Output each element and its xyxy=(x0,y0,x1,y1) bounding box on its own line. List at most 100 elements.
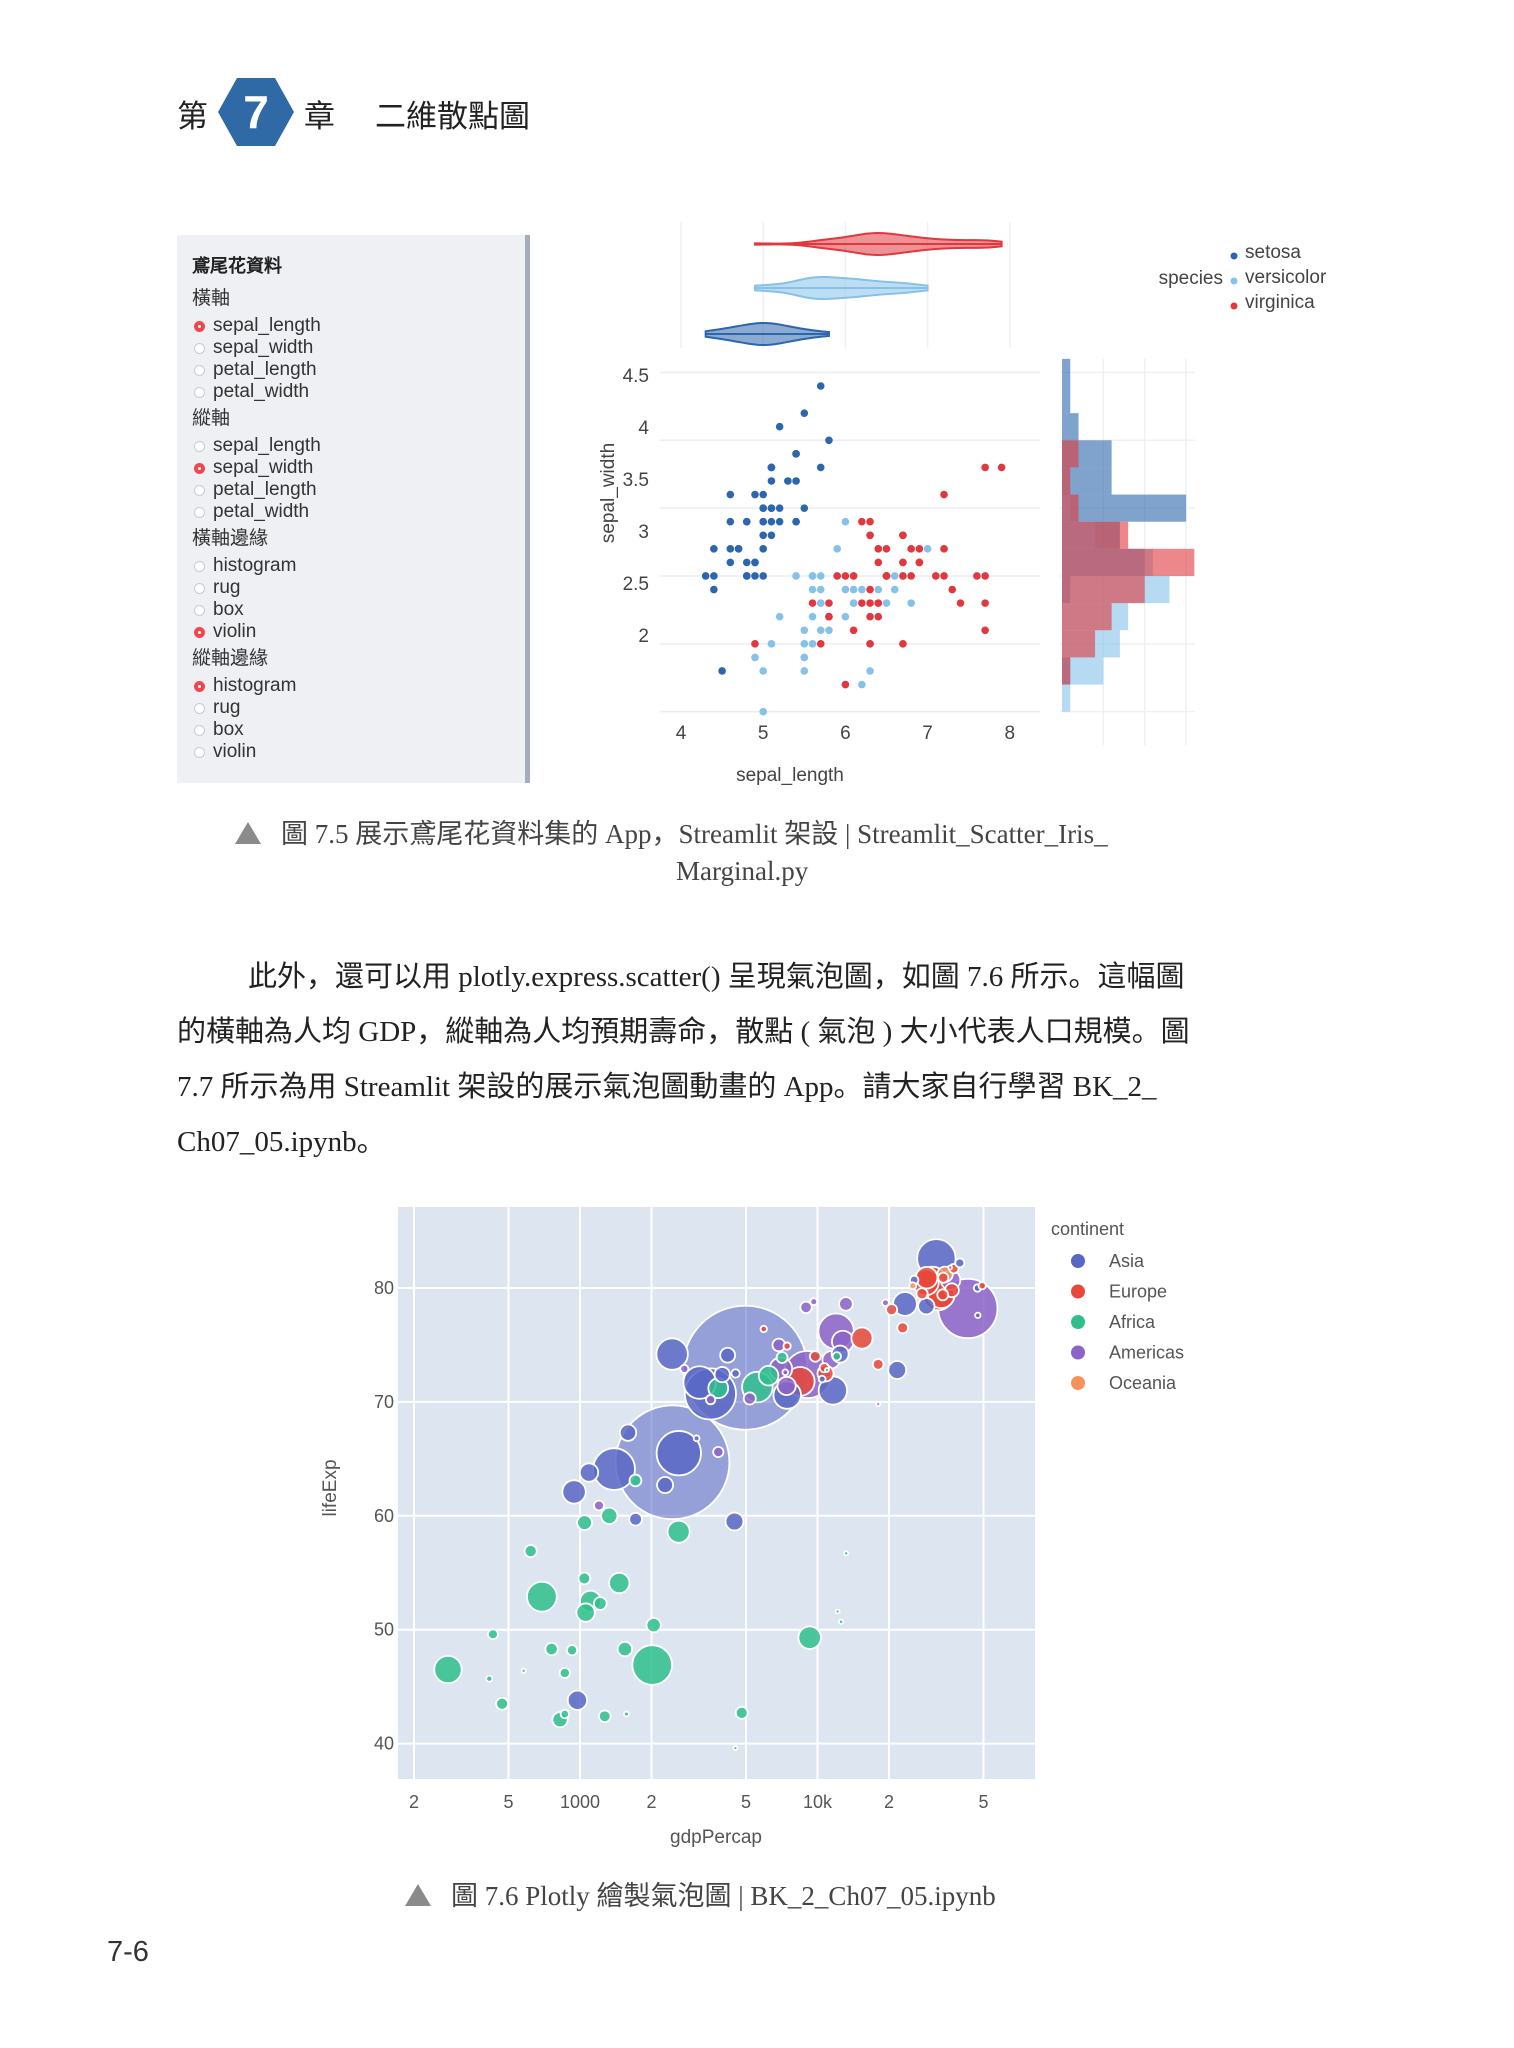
point-versicolor xyxy=(866,667,874,675)
panel-title: 鳶尾花資料 xyxy=(192,256,282,276)
paragraph-line: Ch07_05.ipynb。 xyxy=(177,1126,386,1158)
point-virginica xyxy=(899,572,907,580)
radio-option-sepal-length[interactable]: sepal_length xyxy=(192,435,525,457)
legend-label[interactable]: setosa xyxy=(1245,242,1301,263)
point-setosa xyxy=(775,422,784,431)
point-virginica xyxy=(849,626,858,635)
point-versicolor xyxy=(849,599,858,607)
point-virginica xyxy=(981,599,989,607)
point-setosa xyxy=(726,545,735,553)
bubble-africa xyxy=(433,1654,463,1685)
radio-unselected-icon[interactable] xyxy=(194,484,205,496)
x-tick-label: 7 xyxy=(922,723,933,744)
legend-label[interactable]: Africa xyxy=(1109,1312,1156,1332)
radio-selected-icon[interactable] xyxy=(194,320,205,332)
radio-option-violin[interactable]: violin xyxy=(192,621,525,643)
point-setosa xyxy=(751,558,759,567)
radio-unselected-icon[interactable] xyxy=(194,364,205,376)
bubble-africa xyxy=(775,1351,789,1364)
legend-label[interactable]: Asia xyxy=(1109,1251,1145,1271)
point-setosa xyxy=(751,490,759,499)
radio-selected-icon[interactable] xyxy=(194,462,205,474)
radio-option-histogram[interactable]: histogram xyxy=(192,555,525,577)
point-virginica xyxy=(841,572,850,580)
radio-selected-icon[interactable] xyxy=(194,680,205,692)
y-tick-label: 2 xyxy=(638,626,649,647)
radio-unselected-icon[interactable] xyxy=(194,440,205,452)
radio-unselected-icon[interactable] xyxy=(194,506,205,518)
chapter-prefix: 第 xyxy=(177,99,208,134)
chapter-title: 二維散點圖 xyxy=(375,99,530,134)
point-setosa xyxy=(710,585,718,594)
radio-selected-icon[interactable] xyxy=(194,626,205,638)
bubble-asia xyxy=(578,1462,600,1483)
radio-option-label: sepal_length xyxy=(213,315,321,336)
radio-unselected-icon[interactable] xyxy=(194,582,205,594)
point-versicolor xyxy=(882,599,891,607)
histogram-bar-setosa xyxy=(1062,358,1071,386)
radio-option-petal-width[interactable]: petal_width xyxy=(192,381,525,403)
point-virginica xyxy=(899,640,907,648)
point-versicolor xyxy=(816,599,825,607)
radio-unselected-icon[interactable] xyxy=(194,560,205,572)
radio-option-rug[interactable]: rug xyxy=(192,577,525,599)
bubble-africa xyxy=(757,1364,780,1387)
radio-unselected-icon[interactable] xyxy=(194,746,205,758)
radio-option-label: histogram xyxy=(213,555,297,576)
bubble-africa xyxy=(566,1644,579,1657)
point-virginica xyxy=(874,612,883,621)
radio-unselected-icon[interactable] xyxy=(194,604,205,616)
radio-option-histogram[interactable]: histogram xyxy=(192,675,525,697)
point-setosa xyxy=(767,531,776,540)
point-virginica xyxy=(841,680,850,689)
radio-option-sepal-width[interactable]: sepal_width xyxy=(192,457,525,479)
bubble-asia xyxy=(618,1423,638,1442)
radio-unselected-icon[interactable] xyxy=(194,724,205,736)
point-setosa xyxy=(751,572,759,580)
bubble-africa xyxy=(645,1617,662,1634)
point-versicolor xyxy=(767,640,776,648)
point-setosa xyxy=(759,517,767,526)
point-versicolor xyxy=(759,707,767,716)
bubble-asia xyxy=(561,1479,587,1505)
point-versicolor xyxy=(759,667,767,675)
radio-option-sepal-length[interactable]: sepal_length xyxy=(192,315,525,337)
legend-title: species xyxy=(1159,268,1223,289)
radio-option-violin[interactable]: violin xyxy=(192,741,525,763)
legend-label[interactable]: Oceania xyxy=(1109,1373,1177,1393)
continent-legend: continent Asia Europe Africa Americas Oceani… xyxy=(1051,1219,1184,1393)
x-tick-label: 5 xyxy=(741,1792,751,1812)
radio-option-petal-length[interactable]: petal_length xyxy=(192,479,525,501)
bubble-africa xyxy=(631,1644,673,1686)
legend-label[interactable]: versicolor xyxy=(1245,267,1327,288)
iris-controls-panel: 鳶尾花資料 橫軸 sepal_length sepal_width petal_len… xyxy=(177,235,530,783)
point-versicolor xyxy=(858,680,866,689)
radio-unselected-icon[interactable] xyxy=(194,342,205,354)
radio-option-rug[interactable]: rug xyxy=(192,697,525,719)
histogram-bar-virginica xyxy=(1062,575,1145,604)
radio-unselected-icon[interactable] xyxy=(194,386,205,398)
histogram-bar-virginica xyxy=(1062,630,1096,658)
histogram-bar-virginica xyxy=(1062,548,1195,576)
point-virginica xyxy=(981,572,989,580)
radio-unselected-icon[interactable] xyxy=(194,702,205,714)
x-tick-label: 4 xyxy=(676,723,687,744)
histogram-bar-virginica xyxy=(1062,494,1079,522)
point-virginica xyxy=(907,572,915,580)
point-virginica xyxy=(808,599,817,607)
radio-option-petal-length[interactable]: petal_length xyxy=(192,359,525,381)
point-setosa xyxy=(759,490,767,499)
legend-label[interactable]: Europe xyxy=(1109,1282,1167,1302)
radio-option-label: petal_length xyxy=(213,479,317,500)
radio-option-petal-width[interactable]: petal_width xyxy=(192,501,525,523)
histogram-bar-setosa xyxy=(1062,494,1187,522)
bubble-asia xyxy=(592,1447,636,1491)
x-axis-label: gdpPercap xyxy=(670,1827,762,1848)
radio-option-sepal-width[interactable]: sepal_width xyxy=(192,337,525,359)
radio-option-box[interactable]: box xyxy=(192,719,525,741)
point-setosa xyxy=(742,517,751,526)
radio-option-box[interactable]: box xyxy=(192,599,525,621)
legend-label[interactable]: Americas xyxy=(1109,1343,1184,1363)
legend-label[interactable]: virginica xyxy=(1245,292,1315,313)
